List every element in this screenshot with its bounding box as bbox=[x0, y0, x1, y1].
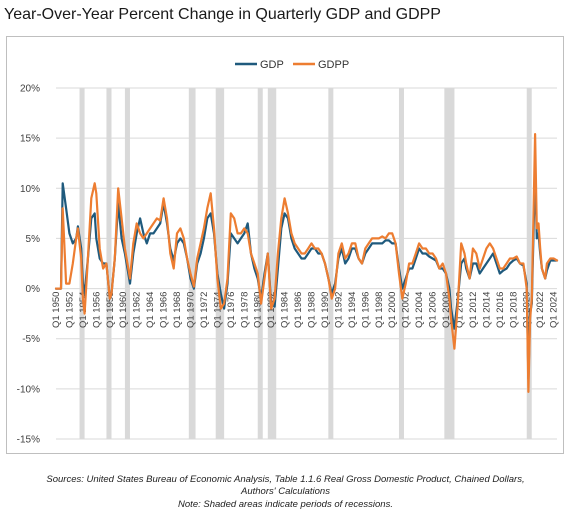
x-tick-label: Q1 1986 bbox=[293, 292, 304, 328]
series-lines bbox=[54, 133, 559, 393]
recession-band bbox=[257, 88, 263, 439]
y-tick-label: -10% bbox=[17, 384, 40, 395]
sources-line-2: Authors' Calculations bbox=[241, 486, 330, 497]
x-tick-label: Q1 1966 bbox=[159, 292, 170, 328]
x-tick-label: Q1 2006 bbox=[428, 292, 439, 328]
x-tick-label: Q1 1976 bbox=[226, 292, 237, 328]
x-tick-label: Q1 2012 bbox=[468, 292, 479, 328]
x-tick-label: Q1 2002 bbox=[401, 292, 412, 328]
series-line-gdp bbox=[54, 167, 559, 380]
legend-label-gdp: GDP bbox=[260, 59, 284, 71]
x-tick-label: Q1 1980 bbox=[253, 292, 264, 328]
x-tick-label: Q1 1970 bbox=[185, 292, 196, 328]
x-tick-label: Q1 1956 bbox=[91, 292, 102, 328]
y-tick-label: -5% bbox=[22, 334, 40, 345]
x-tick-label: Q1 1998 bbox=[374, 292, 385, 328]
x-tick-label: Q1 2000 bbox=[387, 292, 398, 328]
x-tick-label: Q1 2022 bbox=[535, 292, 546, 328]
x-tick-label: Q1 2018 bbox=[508, 292, 519, 328]
x-tick-label: Q1 1994 bbox=[347, 292, 358, 328]
y-tick-label: 5% bbox=[26, 234, 41, 245]
y-tick-label: 20% bbox=[20, 84, 40, 95]
recession-note: Note: Shaded areas indicate periods of r… bbox=[178, 499, 393, 510]
x-tick-label: Q1 1996 bbox=[360, 292, 371, 328]
x-tick-label: Q1 2004 bbox=[414, 292, 425, 328]
chart-frame: -15% -10% -5% 0% 5% 10% 15% 20% Q1 1950 Q1 1952 Q… bbox=[6, 36, 564, 454]
line-chart: -15%-10%-5%0%5%10%15%20% Q1 1950 Q1 1952 Q… bbox=[17, 59, 560, 446]
recession-band bbox=[215, 88, 225, 439]
x-tick-label: Q1 1984 bbox=[280, 292, 291, 328]
legend-label-gdpp: GDPP bbox=[318, 59, 349, 71]
x-axis-ticks: Q1 1950 Q1 1952 Q1 1954 Q1 1956 Q1 1958 Q1 19… bbox=[51, 292, 560, 328]
y-tick-label: -15% bbox=[17, 435, 40, 446]
x-tick-label: Q1 2024 bbox=[549, 292, 560, 328]
x-tick-label: Q1 1962 bbox=[132, 292, 143, 328]
x-tick-label: Q1 1990 bbox=[320, 292, 331, 328]
x-tick-label: Q1 1968 bbox=[172, 292, 183, 328]
x-tick-label: Q1 1958 bbox=[105, 292, 116, 328]
x-tick-label: Q1 2014 bbox=[481, 292, 492, 328]
recession-shading bbox=[79, 88, 532, 439]
x-tick-label: Q1 1960 bbox=[118, 292, 129, 328]
gridlines bbox=[56, 87, 557, 440]
sources-line-1: Sources: United States Bureau of Economi… bbox=[46, 474, 525, 485]
recession-band bbox=[526, 88, 532, 439]
recession-band bbox=[444, 88, 455, 439]
x-tick-label: Q1 1952 bbox=[64, 292, 75, 328]
y-tick-label: 15% bbox=[20, 134, 40, 145]
x-tick-label: Q1 2016 bbox=[495, 292, 506, 328]
y-tick-label: 0% bbox=[26, 284, 41, 295]
x-tick-label: Q1 1982 bbox=[266, 292, 277, 328]
recession-band bbox=[328, 88, 334, 439]
x-tick-label: Q1 1950 bbox=[51, 292, 62, 328]
x-tick-label: Q1 1974 bbox=[212, 292, 223, 328]
recession-band bbox=[188, 88, 196, 439]
series-line-gdpp bbox=[54, 133, 559, 393]
recession-band bbox=[398, 88, 405, 439]
x-tick-label: Q1 1978 bbox=[239, 292, 250, 328]
chart-title: Year-Over-Year Percent Change in Quarter… bbox=[4, 6, 441, 23]
y-tick-label: 10% bbox=[20, 184, 40, 195]
recession-band bbox=[106, 88, 112, 439]
x-tick-label: Q1 1992 bbox=[333, 292, 344, 328]
x-tick-label: Q1 2010 bbox=[454, 292, 465, 328]
x-tick-label: Q1 1988 bbox=[307, 292, 318, 328]
recession-band bbox=[267, 88, 277, 439]
legend: GDP GDPP bbox=[235, 59, 349, 71]
x-tick-label: Q1 1972 bbox=[199, 292, 210, 328]
y-axis-ticks: -15% -10% -5% 0% 5% 10% 15% 20% bbox=[17, 84, 40, 446]
x-tick-label: Q1 2008 bbox=[441, 292, 452, 328]
x-tick-label: Q1 1964 bbox=[145, 292, 156, 328]
